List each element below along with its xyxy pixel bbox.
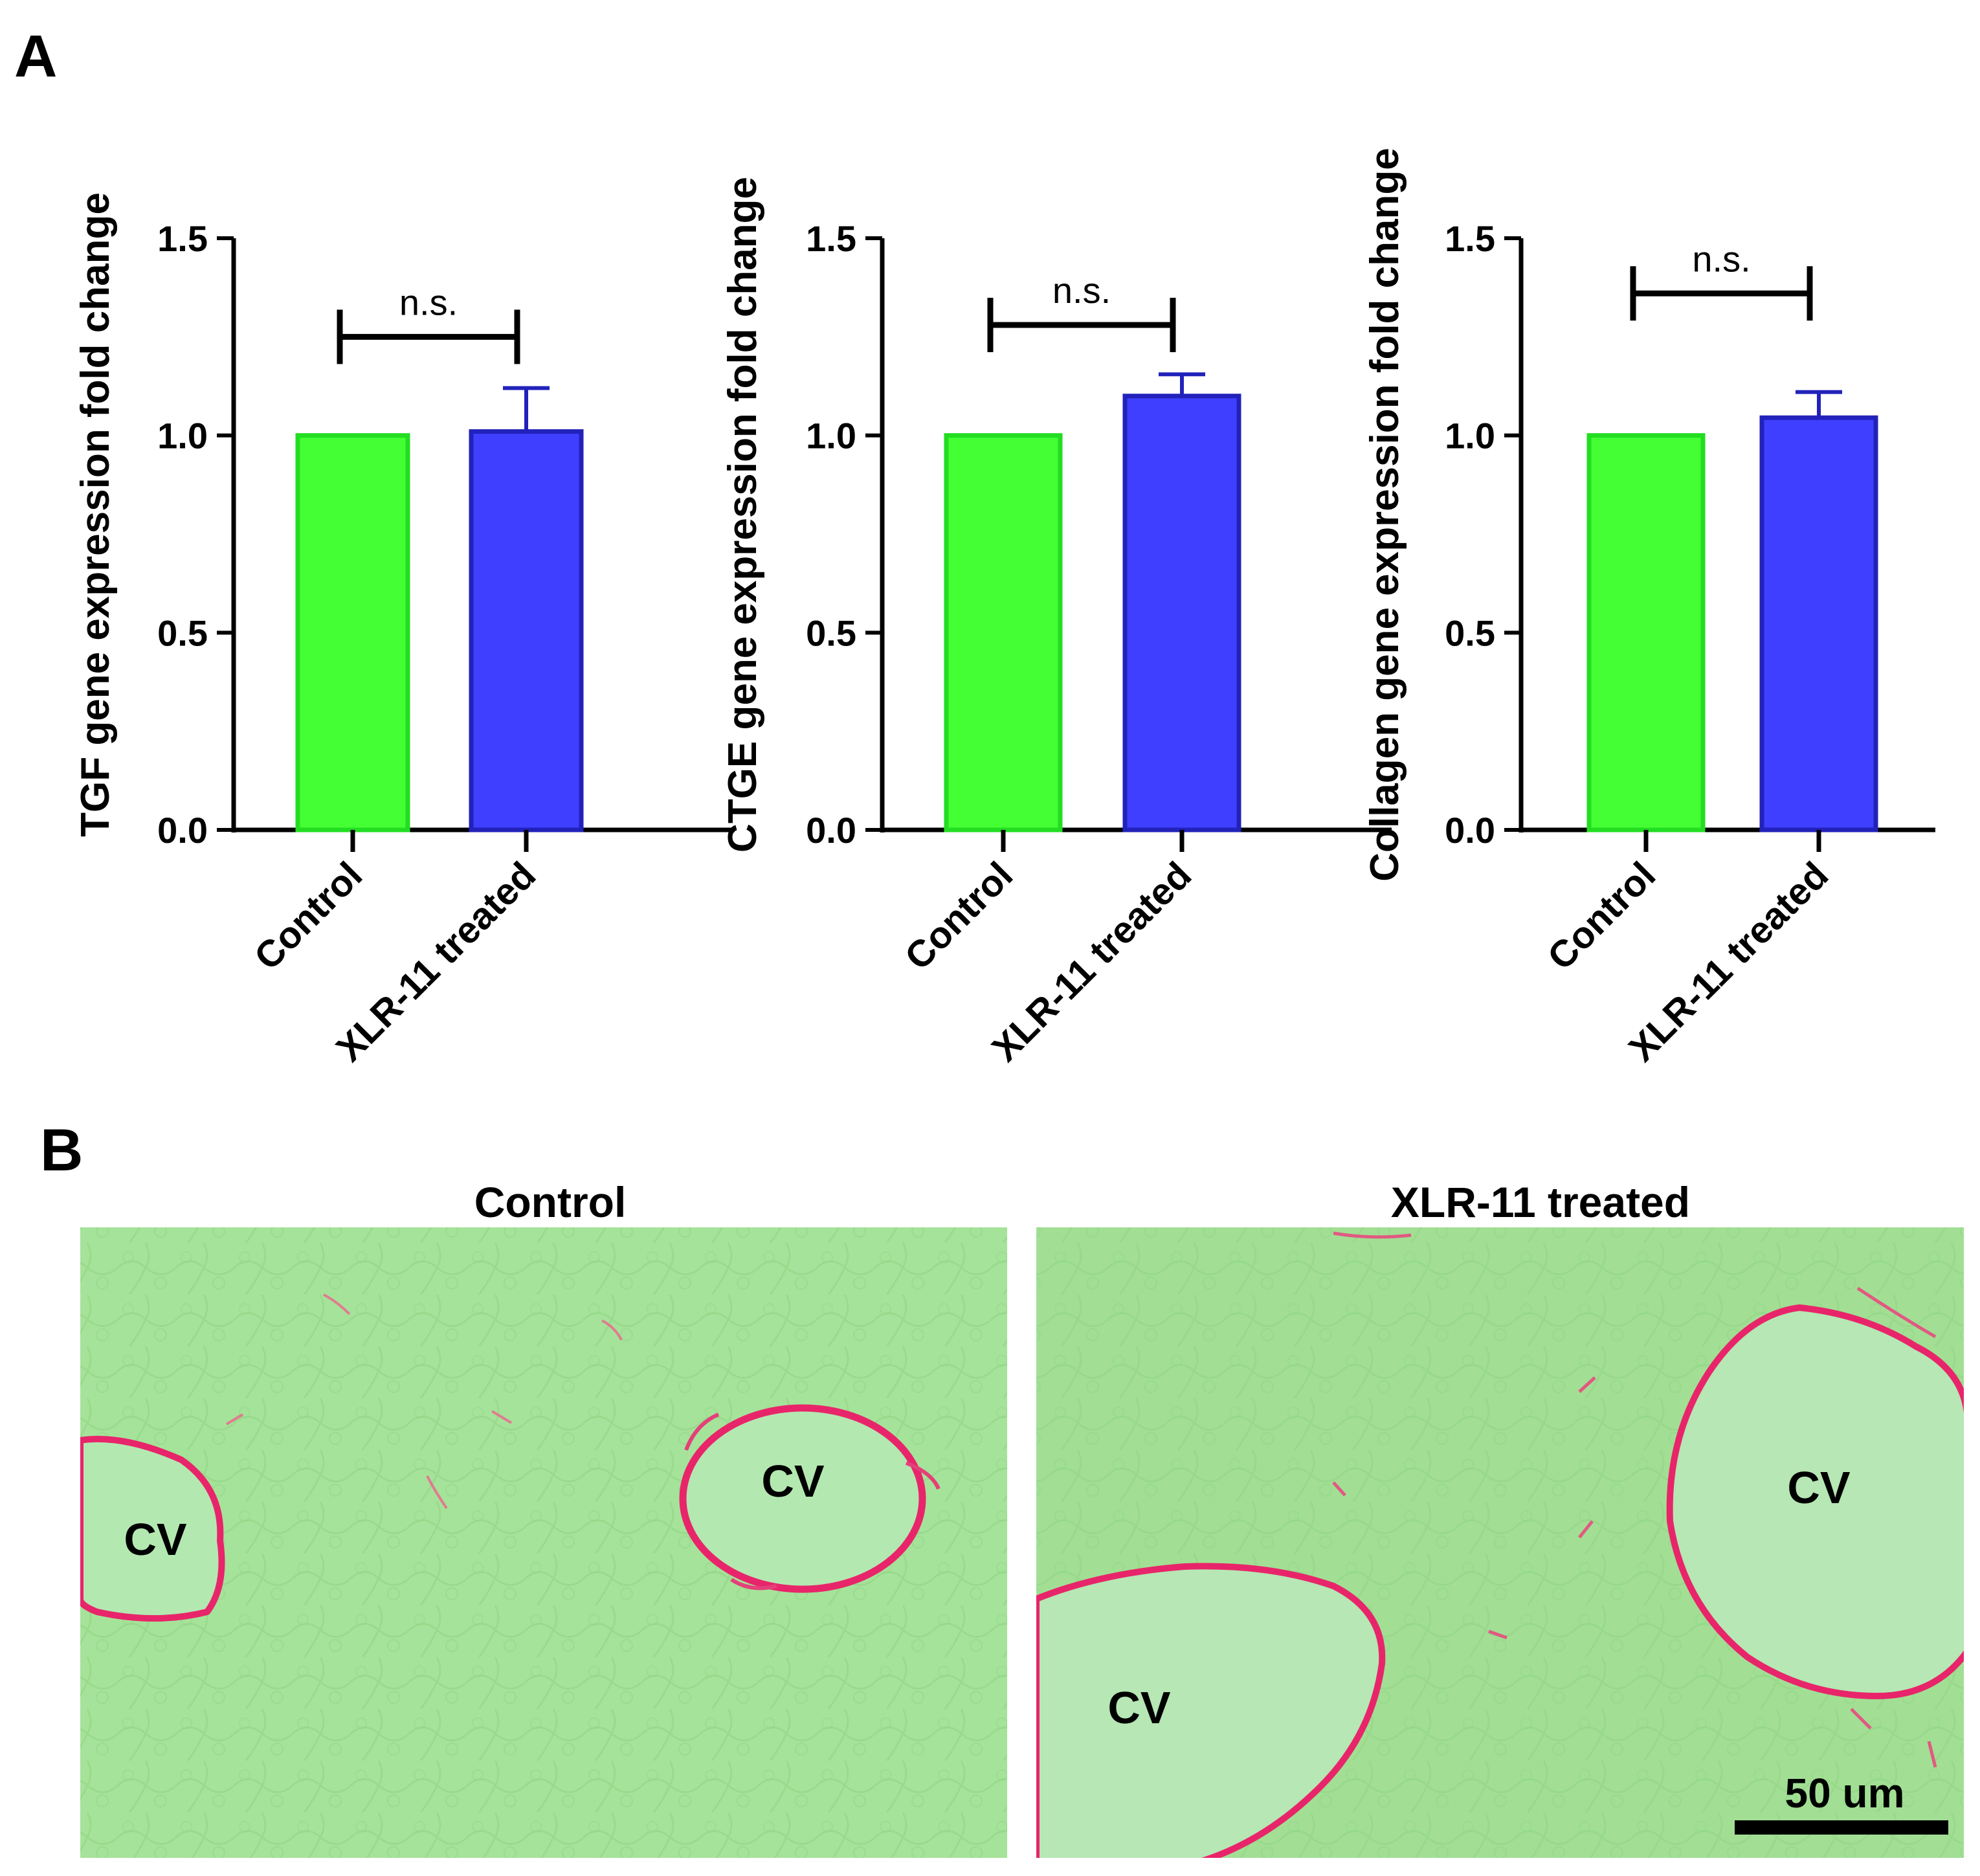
- cv-label-bottom-left: CV: [1107, 1682, 1171, 1733]
- chart-ctge: 0.0 0.5 1.0 1.5 CTGE gene expression fold ch…: [720, 177, 1392, 1069]
- y-tick-label: 0.5: [157, 612, 208, 653]
- y-tick-label: 1.0: [806, 416, 856, 456]
- central-vein-right: [1666, 1304, 1964, 1699]
- scale-bar: [1735, 1820, 1948, 1835]
- chart-tgf: 0.0 0.5 1.0 1.5 TGF gene expression fold cha…: [73, 192, 735, 1069]
- micrograph-title-treated: XLR-11 treated: [1391, 1178, 1690, 1226]
- y-tick-label: 0.5: [1445, 612, 1495, 653]
- y-tick-label: 1.5: [1445, 218, 1495, 259]
- category-label: Control: [896, 854, 1021, 978]
- chart-collagen: 0.0 0.5 1.0 1.5 Collagen gene expression fol…: [1363, 148, 1935, 1069]
- central-vein-left: [80, 1436, 225, 1622]
- bar-treated: [469, 429, 584, 832]
- bar-control: [1586, 433, 1706, 832]
- micrograph-treated: CV CV 50 um: [1036, 1227, 1964, 1858]
- y-tick-label: 0.0: [157, 810, 208, 851]
- y-axis-label: CTGE gene expression fold change: [720, 177, 765, 853]
- micrograph-control: CV CV: [80, 1227, 1007, 1858]
- central-vein-bottom-left: [1036, 1563, 1386, 1858]
- bar-control: [944, 433, 1063, 832]
- y-axis-label: TGF gene expression fold change: [73, 192, 118, 837]
- category-label: Control: [1539, 854, 1663, 978]
- significance-label: n.s.: [399, 282, 458, 322]
- cv-label-right: CV: [761, 1456, 825, 1506]
- cv-label-right: CV: [1787, 1462, 1851, 1513]
- y-tick-label: 1.5: [806, 218, 856, 259]
- y-tick-label: 0.5: [806, 612, 856, 653]
- y-tick-label: 1.0: [157, 416, 208, 456]
- y-tick-label: 0.0: [1445, 810, 1495, 851]
- panel-a-label: A: [14, 23, 57, 89]
- category-label: Control: [246, 854, 370, 978]
- y-tick-label: 0.0: [806, 810, 856, 851]
- y-tick-label: 1.0: [1445, 416, 1495, 456]
- micrograph-title-control: Control: [474, 1178, 627, 1226]
- significance-label: n.s.: [1692, 238, 1750, 279]
- panel-b-label: B: [40, 1117, 83, 1183]
- significance-label: n.s.: [1052, 270, 1111, 311]
- y-tick-label: 1.5: [157, 218, 208, 259]
- bar-treated: [1122, 394, 1241, 832]
- central-vein-right: [679, 1404, 926, 1593]
- y-axis-label: Collagen gene expression fold change: [1363, 148, 1407, 881]
- bar-control: [295, 433, 410, 832]
- bar-treated: [1759, 415, 1878, 832]
- cv-label-left: CV: [124, 1514, 187, 1565]
- scale-bar-label: 50 um: [1785, 1770, 1905, 1816]
